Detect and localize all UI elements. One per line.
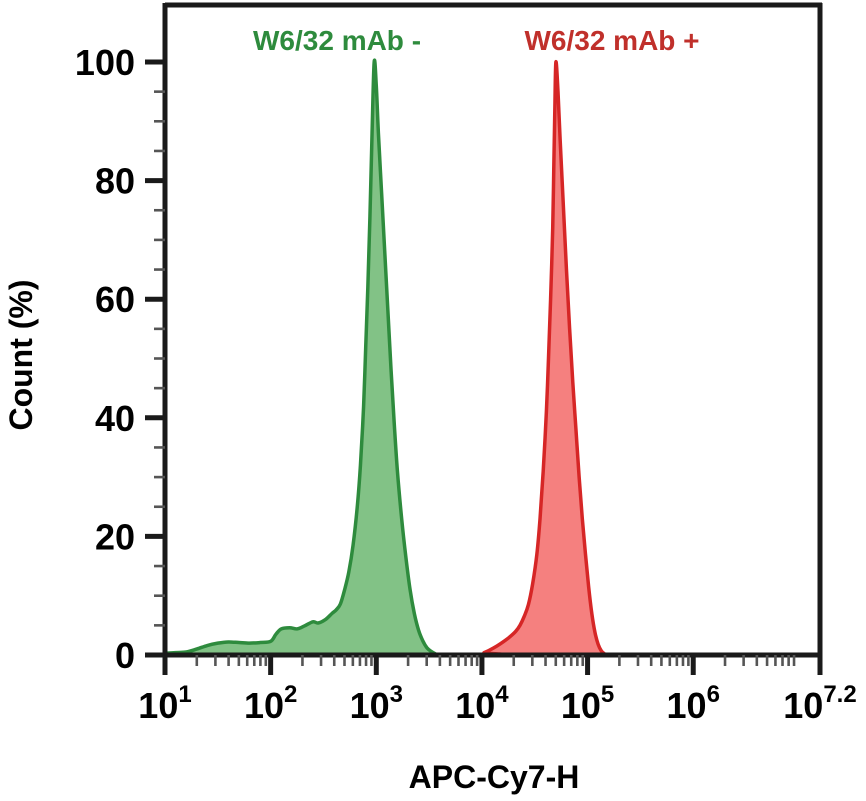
y-tick-label: 20 <box>95 516 135 557</box>
x-tick-label: 103 <box>350 681 403 726</box>
y-tick-label: 100 <box>75 42 135 83</box>
x-axis-tick-labels: 101 102 103 104 105 106 107.2 <box>138 681 856 726</box>
x-tick-label: 107.2 <box>783 681 856 726</box>
series-outline-green <box>163 58 822 657</box>
y-tick-label: 40 <box>95 398 135 439</box>
x-tick-label: 105 <box>561 681 614 726</box>
series-label-green: W6/32 mAb - <box>253 25 421 56</box>
series-label-red: W6/32 mAb + <box>524 25 699 56</box>
plot-background <box>165 3 822 655</box>
y-tick-label: 60 <box>95 279 135 320</box>
x-tick-label: 104 <box>455 681 509 726</box>
x-tick-label: 106 <box>667 681 720 726</box>
series-outline-red <box>163 60 822 657</box>
y-axis-tick-labels: 0 20 40 60 80 100 <box>75 42 135 676</box>
y-tick-label: 80 <box>95 161 135 202</box>
x-tick-label: 101 <box>138 681 191 726</box>
x-axis-title: APC-Cy7-H <box>409 759 580 795</box>
series-area-group <box>163 58 822 657</box>
x-tick-label: 102 <box>244 681 297 726</box>
y-axis-ticks <box>145 59 165 658</box>
x-axis-ticks <box>162 655 823 675</box>
y-tick-label: 0 <box>115 635 135 676</box>
y-axis-title: Count (%) <box>3 279 39 430</box>
